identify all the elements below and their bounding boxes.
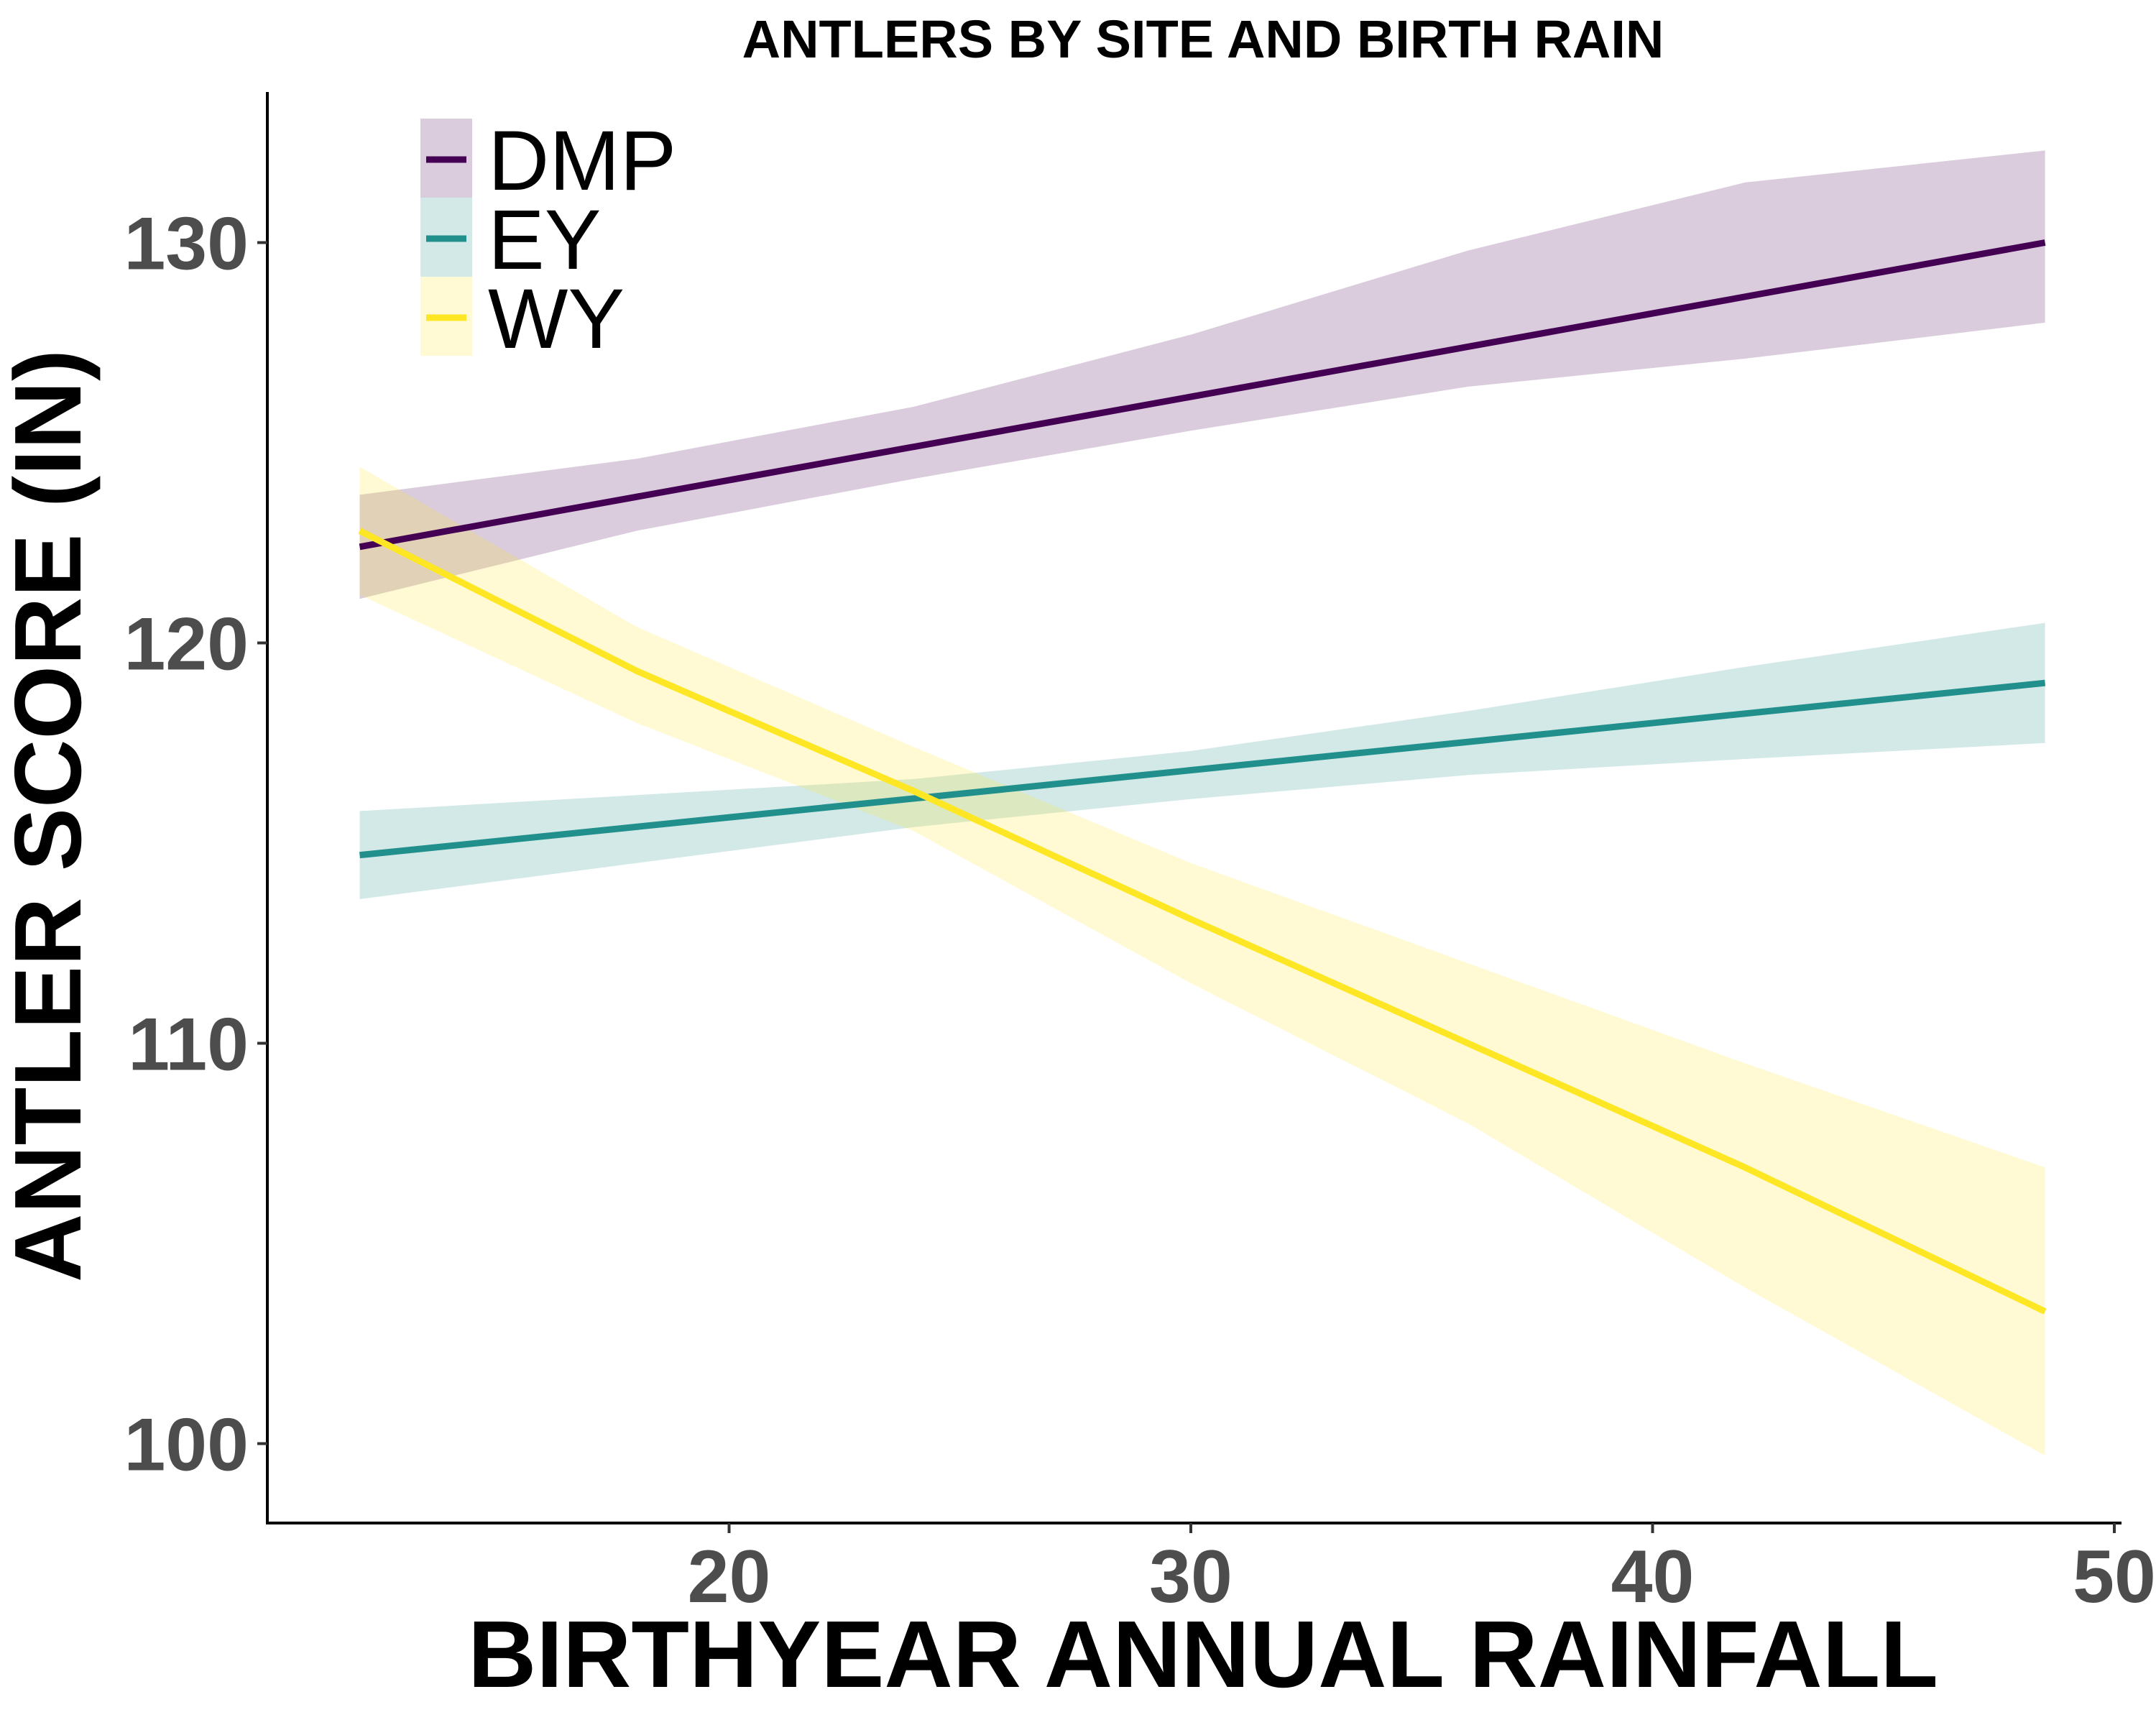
- series-line-dmp: [359, 239, 2046, 551]
- bands-layer: [359, 150, 2045, 1456]
- legend-label: WY: [488, 272, 625, 367]
- legend-label: DMP: [488, 114, 676, 208]
- x-ticks: 20 30 40 50: [688, 1523, 2156, 1619]
- legend-item-ey: EY: [420, 193, 601, 288]
- ci-band-wy: [359, 466, 2045, 1456]
- y-ticks: 100 110 120 130: [124, 203, 267, 1487]
- series-line-wy: [358, 528, 2047, 1315]
- x-axis-title: BIRTHYEAR ANNUAL RAINFALL: [468, 1601, 1938, 1707]
- y-tick-label: 110: [128, 1003, 249, 1087]
- y-axis-title: ANTLER SCORE (IN): [0, 349, 101, 1282]
- legend-item-wy: WY: [420, 272, 625, 367]
- x-tick-label: 50: [2073, 1535, 2156, 1619]
- legend-item-dmp: DMP: [420, 114, 676, 208]
- legend-label: EY: [488, 193, 601, 288]
- chart-title: ANTLERS BY SITE AND BIRTH RAIN: [742, 9, 1664, 69]
- x-tick-label: 20: [688, 1535, 771, 1619]
- lines-layer: [358, 239, 2047, 1315]
- x-tick-label: 40: [1611, 1535, 1695, 1619]
- y-tick-label: 100: [124, 1404, 249, 1487]
- y-tick-label: 120: [124, 603, 249, 686]
- series-line-ey: [359, 679, 2046, 859]
- ci-band-dmp: [359, 150, 2045, 599]
- x-tick-label: 30: [1149, 1535, 1233, 1619]
- y-tick-label: 130: [124, 203, 249, 286]
- ci-band-ey: [359, 622, 2045, 899]
